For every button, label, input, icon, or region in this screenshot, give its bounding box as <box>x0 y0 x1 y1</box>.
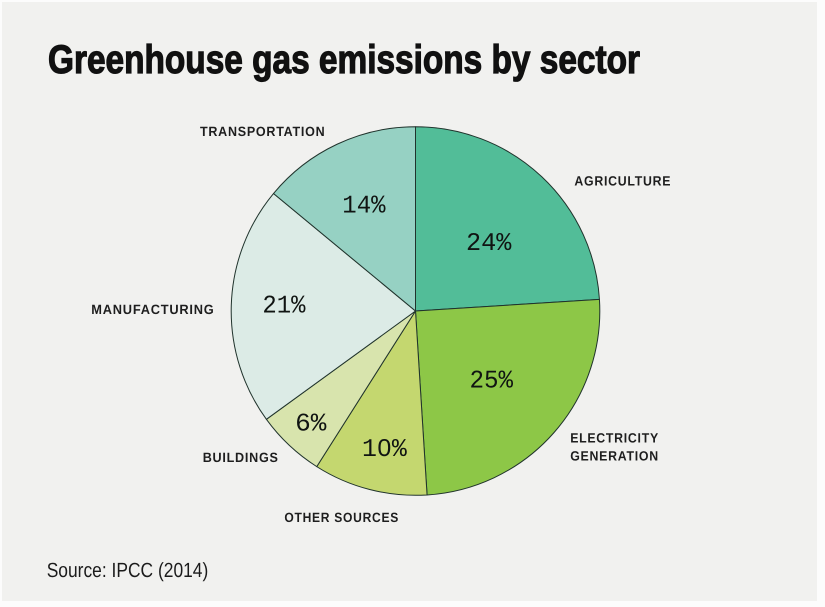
svg-text:BUILDINGS: BUILDINGS <box>203 450 279 465</box>
svg-text:AGRICULTURE: AGRICULTURE <box>574 173 671 188</box>
svg-text:14%: 14% <box>342 192 386 221</box>
svg-text:TRANSPORTATION: TRANSPORTATION <box>200 124 325 139</box>
svg-text:OTHER SOURCES: OTHER SOURCES <box>284 510 399 525</box>
svg-text:21%: 21% <box>262 292 306 321</box>
svg-text:25%: 25% <box>470 367 514 396</box>
svg-text:Greenhouse gas emissions by se: Greenhouse gas emissions by sector <box>48 38 640 82</box>
svg-text:6%: 6% <box>295 409 327 438</box>
svg-text:Source: IPCC (2014): Source: IPCC (2014) <box>47 559 209 582</box>
svg-text:MANUFACTURING: MANUFACTURING <box>91 302 214 317</box>
svg-text:24%: 24% <box>466 229 512 258</box>
svg-text:ELECTRICITY: ELECTRICITY <box>570 431 659 446</box>
svg-text:GENERATION: GENERATION <box>570 449 659 464</box>
